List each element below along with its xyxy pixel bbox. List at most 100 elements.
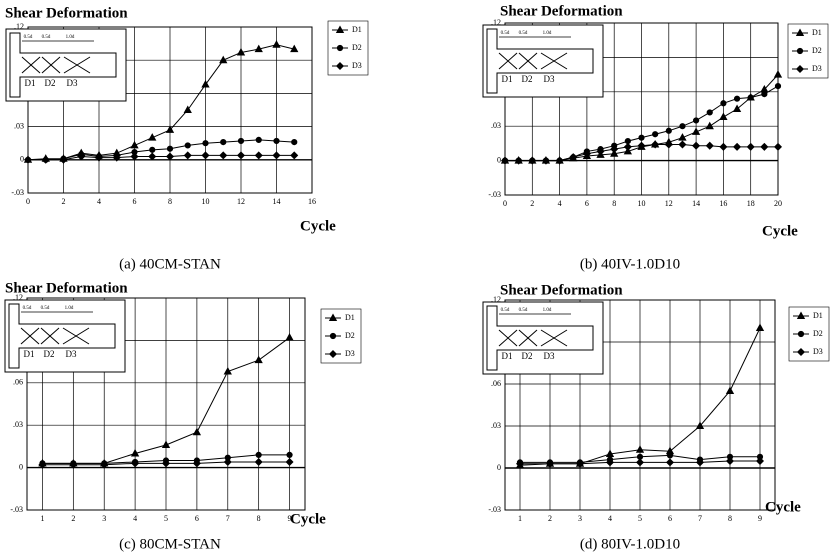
legend-marker bbox=[795, 64, 805, 74]
x-tick-label: 4 bbox=[608, 514, 612, 523]
y-tick-label: .03 bbox=[491, 421, 501, 430]
marker bbox=[691, 127, 701, 135]
legend-label: D2 bbox=[345, 331, 355, 340]
inset-dim-label: 0.5d bbox=[501, 31, 510, 36]
marker bbox=[161, 459, 171, 468]
inset-cross bbox=[540, 52, 568, 70]
marker bbox=[220, 138, 227, 146]
y-tick-label: 0 bbox=[497, 463, 501, 472]
marker bbox=[272, 40, 281, 48]
inset-dim-label: 0.5d bbox=[42, 35, 51, 40]
marker bbox=[285, 333, 294, 341]
x-axis-label: Cycle bbox=[762, 223, 798, 239]
y-tick-label: .03 bbox=[491, 121, 501, 130]
marker bbox=[719, 112, 728, 121]
x-tick-label: 6 bbox=[195, 514, 199, 523]
x-tick-label: 2 bbox=[71, 514, 75, 523]
x-tick-label: 6 bbox=[133, 197, 137, 206]
y-tick-label: .12 bbox=[491, 18, 501, 27]
marker bbox=[201, 151, 210, 160]
marker bbox=[148, 133, 157, 141]
inset-cross bbox=[21, 56, 41, 74]
marker bbox=[652, 131, 659, 138]
marker bbox=[720, 100, 727, 107]
inset-cross bbox=[63, 56, 91, 74]
marker bbox=[77, 152, 86, 161]
x-tick-label: 0 bbox=[503, 199, 507, 208]
marker bbox=[514, 156, 523, 165]
legend-label: D3 bbox=[813, 347, 823, 356]
legend-label: D2 bbox=[812, 46, 822, 55]
x-tick-label: 9 bbox=[288, 514, 292, 523]
marker bbox=[705, 141, 714, 150]
x-tick-label: 14 bbox=[273, 197, 281, 206]
marker bbox=[545, 459, 555, 468]
inset-label: D2 bbox=[522, 351, 533, 361]
marker bbox=[94, 153, 104, 162]
marker bbox=[183, 151, 192, 160]
marker bbox=[237, 137, 245, 145]
x-tick-label: 5 bbox=[164, 514, 168, 523]
inset-cross bbox=[40, 327, 60, 345]
x-tick-label: 7 bbox=[698, 514, 702, 523]
marker bbox=[651, 140, 660, 149]
marker bbox=[679, 123, 686, 130]
x-tick-label: 3 bbox=[102, 514, 106, 523]
marker bbox=[733, 95, 741, 102]
legend-frame bbox=[787, 23, 829, 79]
legend-label: D2 bbox=[352, 43, 362, 52]
marker bbox=[528, 156, 537, 165]
marker bbox=[149, 146, 156, 153]
series-line bbox=[28, 139, 295, 161]
marker bbox=[733, 142, 742, 151]
marker bbox=[201, 80, 210, 88]
marker bbox=[286, 451, 293, 458]
marker bbox=[202, 140, 209, 147]
caption: (d) 80IV-1.0D10 bbox=[580, 536, 680, 552]
marker bbox=[623, 142, 632, 151]
marker bbox=[747, 94, 754, 101]
y-tick-label: -.03 bbox=[10, 505, 23, 514]
legend-label: D3 bbox=[812, 64, 822, 73]
marker bbox=[290, 44, 299, 53]
inset-dim-label: 1.0d bbox=[543, 31, 552, 36]
marker bbox=[605, 449, 615, 457]
x-tick-label: 6 bbox=[668, 514, 672, 523]
marker bbox=[255, 451, 262, 458]
inset-label: D1 bbox=[24, 349, 35, 359]
chart-title: Shear Deformation bbox=[5, 280, 128, 296]
caption: (b) 40IV-1.0D10 bbox=[580, 256, 680, 272]
marker bbox=[69, 460, 78, 469]
legend-frame bbox=[320, 308, 362, 364]
marker bbox=[695, 458, 705, 467]
inset-cross bbox=[540, 329, 568, 347]
inset-label: D1 bbox=[502, 351, 513, 361]
marker bbox=[666, 452, 674, 459]
legend-marker bbox=[329, 332, 337, 340]
marker bbox=[161, 440, 171, 448]
inset-label: D1 bbox=[502, 74, 513, 84]
legend-marker bbox=[335, 25, 345, 33]
marker bbox=[755, 456, 765, 466]
marker bbox=[610, 145, 619, 154]
x-tick-label: 14 bbox=[692, 199, 700, 208]
y-tick-label: 0 bbox=[19, 462, 23, 471]
inset-cross bbox=[41, 56, 61, 74]
marker bbox=[59, 155, 68, 164]
y-tick-label: .03 bbox=[13, 420, 23, 429]
legend-label: D1 bbox=[345, 313, 355, 322]
marker bbox=[575, 459, 585, 468]
x-tick-label: 8 bbox=[728, 514, 732, 523]
legend-marker bbox=[796, 311, 806, 319]
x-tick-label: 6 bbox=[585, 199, 589, 208]
legend-label: D1 bbox=[352, 25, 362, 34]
x-tick-label: 2 bbox=[62, 197, 66, 206]
marker bbox=[272, 151, 281, 160]
marker bbox=[219, 55, 228, 64]
y-tick-label: -.03 bbox=[488, 505, 501, 514]
marker bbox=[254, 355, 263, 364]
marker bbox=[112, 153, 121, 162]
y-tick-label: .12 bbox=[14, 22, 24, 31]
y-tick-label: .06 bbox=[13, 378, 23, 387]
marker bbox=[569, 153, 578, 162]
